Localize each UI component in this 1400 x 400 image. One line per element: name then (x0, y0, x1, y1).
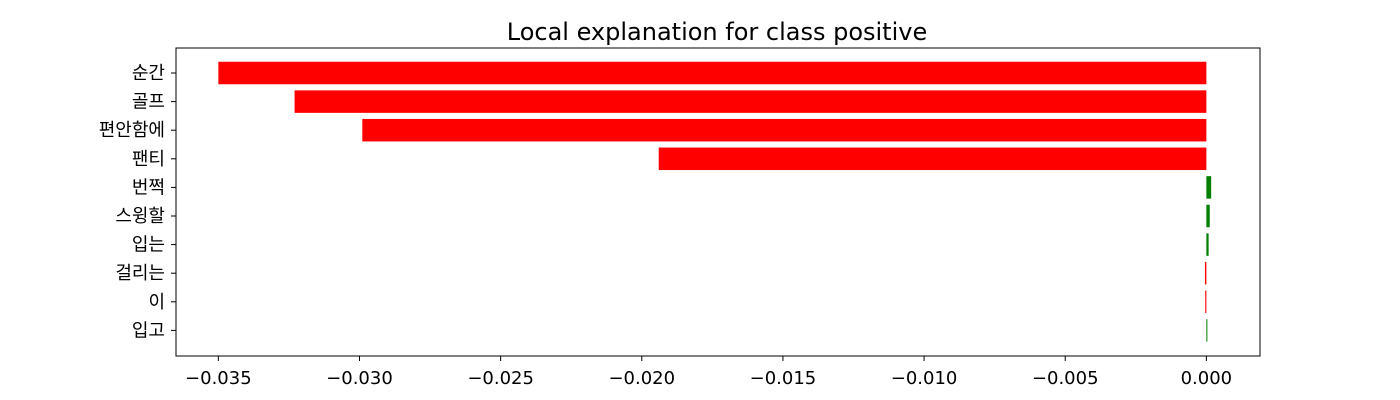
y-tick-label-2: 편안함에 (99, 120, 165, 141)
y-tick-label-0: 순간 (132, 63, 165, 84)
bar-1 (294, 90, 1207, 113)
x-tick-label-6: −0.005 (1032, 368, 1099, 389)
bar-9 (1206, 319, 1208, 342)
bar-0 (218, 61, 1207, 85)
y-tick-label-5: 스윙할 (115, 206, 165, 227)
x-tick-label-1: −0.030 (326, 368, 393, 389)
x-tick-label-3: −0.020 (608, 368, 675, 389)
bar-5 (1206, 204, 1210, 228)
bar-3 (658, 147, 1207, 171)
x-axis: −0.035 −0.030 −0.025 −0.020 −0.015 −0.010 −0.0… (185, 356, 1232, 389)
bar-2 (362, 118, 1207, 142)
x-tick-label-5: −0.010 (891, 368, 958, 389)
y-tick-label-1: 골프 (132, 92, 165, 113)
y-tick-label-3: 팬티 (132, 149, 165, 170)
x-tick-label-0: −0.035 (185, 368, 252, 389)
bars-group (218, 61, 1212, 342)
x-tick-label-2: −0.025 (467, 368, 534, 389)
x-tick-label-7: 0.000 (1181, 368, 1233, 389)
bar-6 (1206, 233, 1209, 256)
bar-4 (1206, 176, 1212, 199)
bar-8 (1205, 290, 1207, 314)
bar-7 (1204, 261, 1207, 285)
y-tick-label-9: 입고 (132, 320, 165, 341)
chart-title: Local explanation for class positive (507, 18, 927, 46)
y-tick-label-8: 이 (148, 292, 165, 313)
y-tick-label-6: 입는 (132, 235, 165, 256)
y-tick-label-7: 걸리는 (115, 263, 165, 284)
plot-area-frame (175, 47, 1261, 357)
x-tick-label-4: −0.015 (750, 368, 817, 389)
y-tick-label-4: 번쩍 (132, 177, 165, 198)
